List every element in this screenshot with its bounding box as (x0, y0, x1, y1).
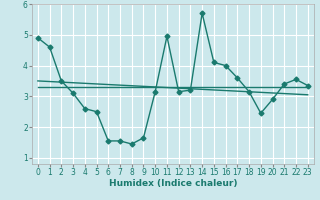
X-axis label: Humidex (Indice chaleur): Humidex (Indice chaleur) (108, 179, 237, 188)
